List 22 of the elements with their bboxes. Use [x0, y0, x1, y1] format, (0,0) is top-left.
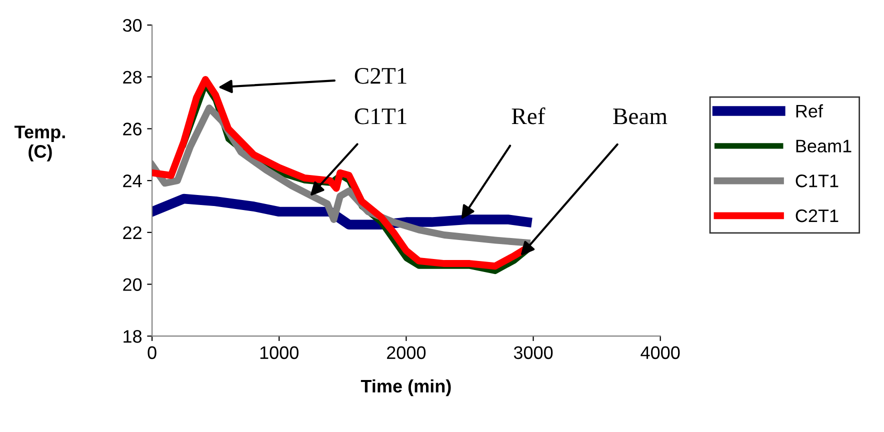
- y-tick-label: 28: [123, 70, 142, 84]
- y-tick-label: 20: [123, 278, 142, 291]
- annotation: C1T1: [354, 108, 406, 124]
- annotation: Ref: [512, 107, 546, 124]
- y-tick-label: 24: [123, 174, 142, 188]
- legend-label: Ref: [796, 104, 824, 118]
- y-tick-label: 26: [123, 122, 142, 136]
- x-tick-label: 3000: [514, 346, 553, 360]
- annotation: C2T1: [354, 68, 406, 84]
- y-tick-label: 18: [124, 330, 142, 343]
- legend-label: C1T1: [796, 174, 838, 188]
- x-tick-label: 1000: [260, 346, 298, 360]
- y-axis-title: Temp. (C): [14, 126, 65, 162]
- x-axis-title: Time (min): [360, 379, 451, 396]
- annotation: Beam: [613, 108, 668, 124]
- y-tick-label: 30: [122, 18, 142, 32]
- x-tick-label: 0: [148, 346, 156, 360]
- legend-label: Beam1: [796, 140, 852, 152]
- x-tick-label: 2000: [387, 346, 426, 360]
- legend-label: C2T1: [796, 209, 838, 222]
- y-tick-label: 22: [123, 226, 142, 239]
- x-tick-label: 4000: [640, 346, 680, 360]
